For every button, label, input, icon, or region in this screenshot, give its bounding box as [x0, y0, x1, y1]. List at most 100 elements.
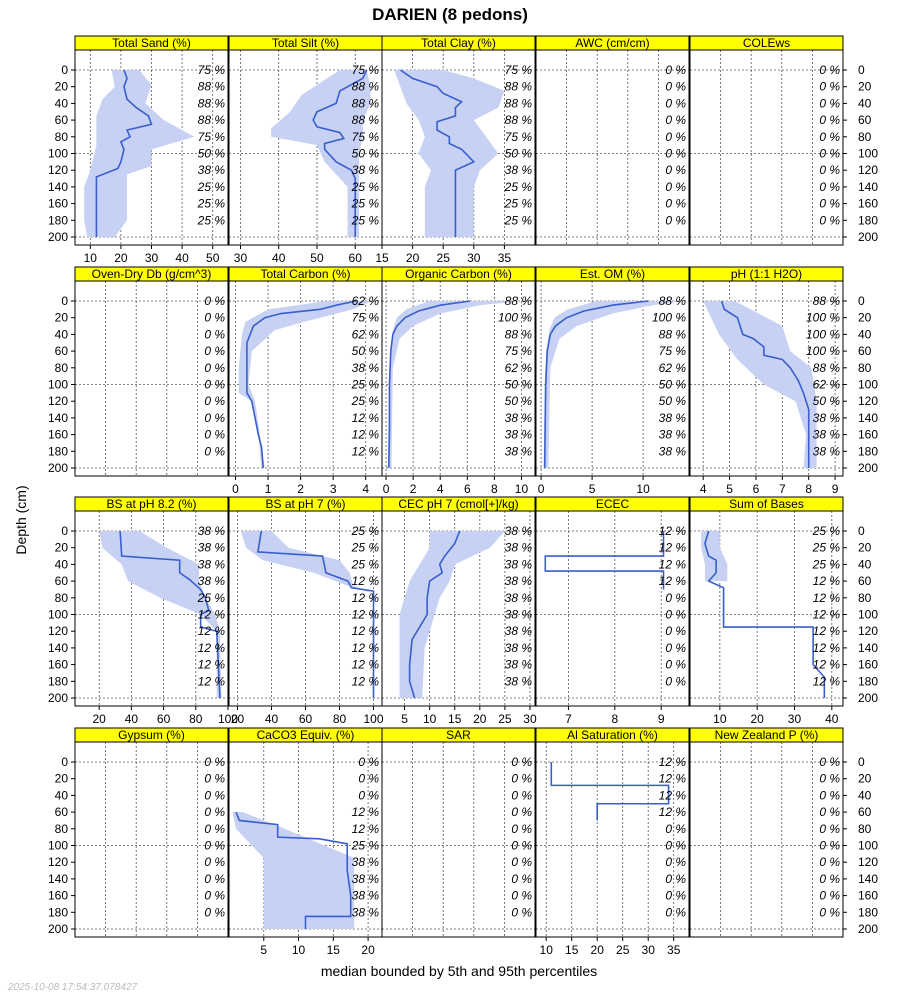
percent-label: 88 %	[505, 80, 533, 94]
panel: 12 % 12 % 12 % 12 % 0 % 0 % 0 % 0 % 0 % 0 % ECEC 7 8…	[535, 496, 690, 726]
percent-label: 0 %	[819, 80, 840, 94]
panel: 0 % 0 % 0 % 0 % 0 % 0 % 0 % 0 % 0 % 0 % SAR	[381, 727, 536, 938]
depth-tick-label: 180	[48, 905, 68, 919]
percent-label: 38 %	[505, 658, 533, 672]
depth-tick-label: 100	[48, 839, 68, 853]
percent-label: 50 %	[813, 394, 841, 408]
panel-label: New Zealand P (%)	[715, 728, 819, 742]
x-tick-label: 10	[636, 482, 650, 496]
percent-label: 0 %	[511, 855, 532, 869]
percent-label: 50 %	[352, 147, 380, 161]
percent-label: 0 %	[819, 889, 840, 903]
percent-label: 0 %	[511, 788, 532, 802]
median-line	[312, 69, 368, 237]
x-tick-label: 20	[361, 943, 375, 957]
panel-strip	[535, 727, 690, 743]
x-tick-label: 5	[726, 482, 733, 496]
percent-label: 88 %	[659, 327, 687, 341]
percent-label: 38 %	[505, 624, 533, 638]
depth-tick-label: 0	[61, 294, 68, 308]
percent-label: 0 %	[665, 591, 686, 605]
percent-label: 38 %	[505, 674, 533, 688]
percent-label: 0 %	[204, 327, 225, 341]
percent-label: 0 %	[358, 788, 379, 802]
percent-label: 38 %	[352, 905, 380, 919]
percent-label: 88 %	[813, 294, 841, 308]
percent-label: 25 %	[812, 557, 841, 571]
x-tick-label: 6	[464, 482, 471, 496]
x-tick-label: 10	[84, 251, 98, 265]
percent-label: 0 %	[358, 772, 379, 786]
panel: 62 % 75 % 62 % 50 % 38 % 25 % 25 % 12 % 12 % 12 %…	[228, 266, 383, 496]
depth-tick-label: 120	[858, 624, 878, 638]
percent-label: 12 %	[198, 674, 226, 688]
depth-tick-label: 20	[858, 541, 872, 555]
percent-label: 75 %	[352, 63, 380, 77]
percent-label: 0 %	[204, 839, 225, 853]
panel: 38 % 38 % 38 % 38 % 38 % 38 % 38 % 38 % 38 % 38 %…	[381, 496, 537, 726]
depth-tick-label: 80	[858, 130, 872, 144]
percent-label: 12 %	[352, 608, 380, 622]
percent-label: 75 %	[352, 130, 380, 144]
panel-label: Gypsum (%)	[118, 728, 185, 742]
x-tick-label: 4	[362, 482, 369, 496]
median-line	[119, 530, 221, 699]
panel-label: Al Saturation (%)	[567, 728, 658, 742]
panel-label: ECEC	[596, 497, 630, 511]
panel-strip	[689, 266, 844, 282]
chart-title: DARIEN (8 pedons)	[372, 5, 528, 24]
panel: 25 % 25 % 25 % 12 % 12 % 12 % 12 % 12 % 12 % 12 %…	[689, 496, 878, 726]
depth-tick-label: 100	[48, 608, 68, 622]
percent-label: 0 %	[665, 608, 686, 622]
percent-label: 0 %	[204, 411, 225, 425]
panel-background	[382, 742, 535, 937]
percent-label: 62 %	[659, 361, 687, 375]
percent-label: 25 %	[812, 524, 841, 538]
percent-label: 88 %	[659, 294, 687, 308]
percent-label: 0 %	[819, 147, 840, 161]
x-tick-label: 60	[157, 712, 171, 726]
median-line	[704, 530, 826, 698]
x-tick-label: 0	[232, 482, 239, 496]
percent-label: 75 %	[198, 130, 226, 144]
percent-label: 12 %	[813, 641, 841, 655]
percent-label: 0 %	[819, 872, 840, 886]
percent-label: 12 %	[352, 574, 380, 588]
percent-label: 0 %	[358, 755, 379, 769]
percent-label: 38 %	[659, 428, 687, 442]
panel-label: SAR	[446, 728, 471, 742]
x-tick-label: 1	[265, 482, 272, 496]
percent-label: 50 %	[659, 394, 687, 408]
percent-label: 12 %	[659, 557, 687, 571]
panel-label: BS at pH 7 (%)	[265, 497, 345, 511]
x-tick-label: 30	[467, 251, 481, 265]
percentile-band	[543, 301, 684, 468]
percent-label: 0 %	[665, 80, 686, 94]
depth-tick-label: 140	[858, 872, 878, 886]
percent-label: 88 %	[505, 327, 533, 341]
panel-label: CEC pH 7 (cmol[+]/kg)	[398, 497, 518, 511]
percent-label: 0 %	[204, 905, 225, 919]
x-tick-label: 80	[189, 712, 203, 726]
depth-tick-label: 60	[55, 344, 69, 358]
depth-tick-label: 40	[55, 788, 69, 802]
x-tick-label: 9	[832, 482, 839, 496]
x-tick-label: 7	[779, 482, 786, 496]
percent-label: 0 %	[665, 855, 686, 869]
percentile-band	[394, 70, 505, 237]
panel-strip	[535, 35, 690, 51]
depth-tick-label: 120	[48, 855, 68, 869]
depth-tick-label: 60	[858, 344, 872, 358]
percent-label: 0 %	[665, 839, 686, 853]
panel: 0 % 0 % 0 % 0 % 0 % 0 % 0 % 0 % 0 % 0 % COLEws 0 20 4…	[689, 35, 878, 246]
depth-tick-label: 140	[48, 872, 68, 886]
panel-label: Est. OM (%)	[580, 267, 645, 281]
percent-label: 25 %	[351, 524, 380, 538]
x-tick-label: 2	[410, 482, 417, 496]
panel-background	[690, 742, 843, 937]
percent-label: 12 %	[198, 658, 226, 672]
x-tick-label: 50	[310, 251, 324, 265]
x-tick-label: 20	[406, 251, 420, 265]
percent-label: 25 %	[351, 541, 380, 555]
panel-label: Total Carbon (%)	[260, 267, 350, 281]
